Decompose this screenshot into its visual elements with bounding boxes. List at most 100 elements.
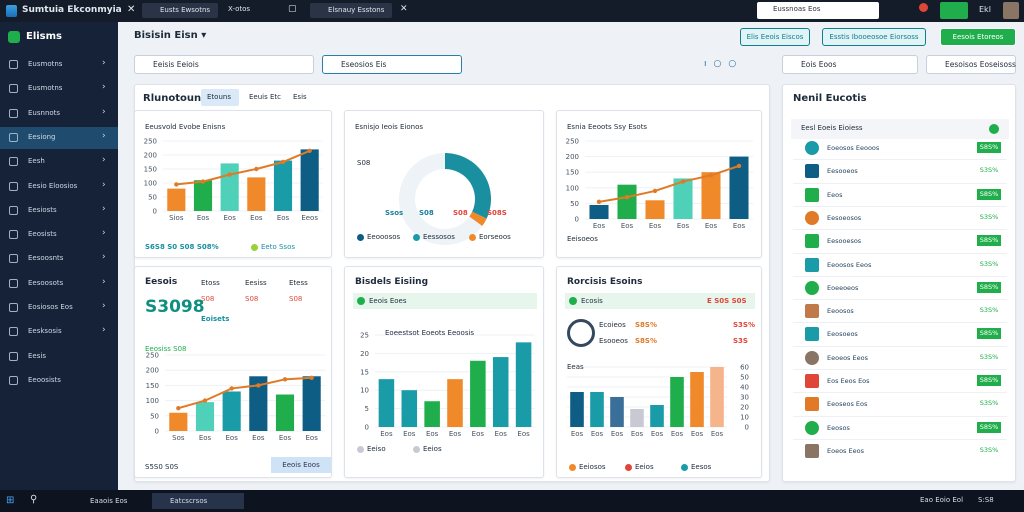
- nav-item[interactable]: Eusnnots ›: [0, 103, 118, 125]
- nav-item[interactable]: Eesiosts ›: [0, 200, 118, 222]
- legend-swatch: [413, 446, 420, 453]
- nav-item[interactable]: Eesoosots ›: [0, 273, 118, 295]
- donut-footer: S08: [419, 209, 434, 217]
- donut-segment: [445, 153, 491, 219]
- header-button[interactable]: Eesois Etoreos: [940, 28, 1016, 46]
- tab[interactable]: Etouns: [201, 89, 239, 106]
- legend-swatch: [469, 234, 476, 241]
- trend-line: [178, 376, 312, 410]
- nav-item[interactable]: Eesh ›: [0, 151, 118, 173]
- close-icon[interactable]: ✕: [127, 4, 136, 15]
- select[interactable]: Eeisis Eeiois: [134, 55, 314, 74]
- stat-label: Etoss: [201, 279, 220, 287]
- start-icon[interactable]: ⊞: [6, 495, 15, 506]
- tray: Eao Eoio Eol: [920, 496, 964, 504]
- chevron: ›: [102, 276, 106, 287]
- taskbar: ⊞ ⚲ Eaaois Eos Eatcscrsos Eao Eoio Eol S…: [0, 490, 1024, 512]
- list-label: Eoeosos Eeooos: [827, 144, 880, 152]
- avatar[interactable]: [1003, 2, 1019, 19]
- close-icon[interactable]: ✕: [400, 4, 408, 14]
- nav-item[interactable]: Eeoosists: [0, 370, 118, 392]
- nav-icon: [9, 327, 18, 337]
- list-label: Eeoseos Eos: [827, 400, 868, 409]
- view-icons[interactable]: ı○○: [704, 59, 744, 69]
- search-box[interactable]: Eussnoas Eos: [757, 2, 879, 19]
- list-value: S8S%: [977, 281, 1001, 293]
- trend-point: [202, 398, 208, 403]
- nav-item[interactable]: Eesiong ›: [0, 126, 118, 149]
- nav-icon: [9, 108, 18, 118]
- taskbar-item[interactable]: Eaaois Eos: [90, 497, 128, 505]
- tab[interactable]: Elsnauy Esstons: [310, 3, 392, 18]
- bar: [710, 367, 724, 427]
- nav-item[interactable]: Eesis: [0, 346, 118, 368]
- sidebar-title: Elisms: [26, 31, 63, 42]
- y-tick-label: 50: [570, 200, 579, 208]
- trend-point: [256, 383, 261, 388]
- donut-footer: S08: [453, 209, 468, 217]
- bar: [169, 412, 188, 431]
- nav-item[interactable]: Eosiosos Eos ›: [0, 297, 118, 319]
- search-input[interactable]: Eesoisos Eoseisoss: [926, 55, 1016, 74]
- nav-item[interactable]: Eeosists ›: [0, 224, 118, 246]
- kpi-value: S3098: [145, 297, 205, 317]
- x-tick-label: Sos: [172, 434, 185, 442]
- x-tick-label: Eos: [250, 214, 263, 222]
- x-tick-label: Eos: [495, 430, 508, 438]
- nav-item[interactable]: Eusmotns ›: [0, 78, 118, 100]
- row-cell: S3S%: [733, 321, 755, 329]
- list-icon: [805, 397, 819, 412]
- y-tick-label: 0: [155, 428, 159, 436]
- legend-swatch: [357, 234, 364, 241]
- y-tick-label: 250: [566, 138, 579, 146]
- list-label: Eeos: [827, 190, 843, 199]
- header-button[interactable]: Elis Eeois Eiscos: [740, 28, 810, 46]
- divider: [793, 275, 1007, 277]
- select[interactable]: Eois Eoos: [782, 55, 918, 74]
- nav-item[interactable]: Eesio Eloosios ›: [0, 176, 118, 198]
- chart: 0 5 10 15 20 25 Eos Eos Eos Eos Eos Eos Eos: [360, 332, 535, 438]
- legend-swatch: [625, 464, 632, 471]
- tab[interactable]: X-otos: [228, 5, 251, 13]
- y-tick-label: 0: [745, 424, 749, 432]
- list-icon: [805, 374, 819, 388]
- list-label: Eesooeos: [827, 167, 858, 176]
- tab[interactable]: Eeuis Etc: [249, 93, 281, 101]
- nav-item[interactable]: Eesoosnts ›: [0, 248, 118, 270]
- header-button[interactable]: Esstis Ibooeosoe Eiorsoss: [822, 28, 926, 46]
- x-tick-label: Eos: [225, 434, 238, 442]
- bar: [302, 376, 321, 431]
- nav-item[interactable]: Eesksosis ›: [0, 321, 118, 343]
- list-icon: [805, 443, 819, 458]
- bar: [275, 394, 295, 431]
- trend-point: [282, 377, 288, 382]
- card: Eesois 0 50 100 150 200 250 Sos Eos Eos Eos Eos Eos S…: [134, 266, 332, 478]
- search-icon[interactable]: ⚲: [30, 494, 38, 505]
- list-icon: [805, 187, 819, 202]
- trend-point: [309, 375, 314, 380]
- card-button[interactable]: Eeois Eoos: [271, 457, 331, 473]
- divider: [793, 392, 1007, 394]
- bar: [645, 200, 665, 219]
- divider: [793, 345, 1007, 347]
- taskbar-item[interactable]: Eatcscrsos: [152, 493, 244, 509]
- y-tick-label: 50: [150, 412, 159, 420]
- bar: [300, 149, 319, 211]
- trend-point: [736, 163, 742, 169]
- sidebar: Elisms Eusmotns › Eusmotns › Eusnnots › Eesion…: [0, 22, 118, 490]
- tab[interactable]: Eusts Ewsotns: [142, 3, 218, 18]
- search-input[interactable]: Eseosios Eis: [322, 55, 462, 74]
- bar: [670, 377, 684, 427]
- tab[interactable]: Esis: [293, 93, 307, 101]
- nav-label: Eeoosists: [28, 375, 61, 384]
- user-name: Ekl: [979, 5, 991, 14]
- row-cell: Ecoieos: [599, 321, 626, 329]
- stat-label: Eesiss: [245, 279, 267, 287]
- action-button[interactable]: [940, 2, 968, 19]
- gauge: [567, 319, 595, 347]
- bar: [220, 163, 239, 211]
- card-footer: S5S0 S0S: [145, 463, 179, 471]
- nav-item[interactable]: Eusmotns ›: [0, 54, 118, 76]
- nav-icon: [9, 181, 18, 191]
- bar: [193, 180, 213, 211]
